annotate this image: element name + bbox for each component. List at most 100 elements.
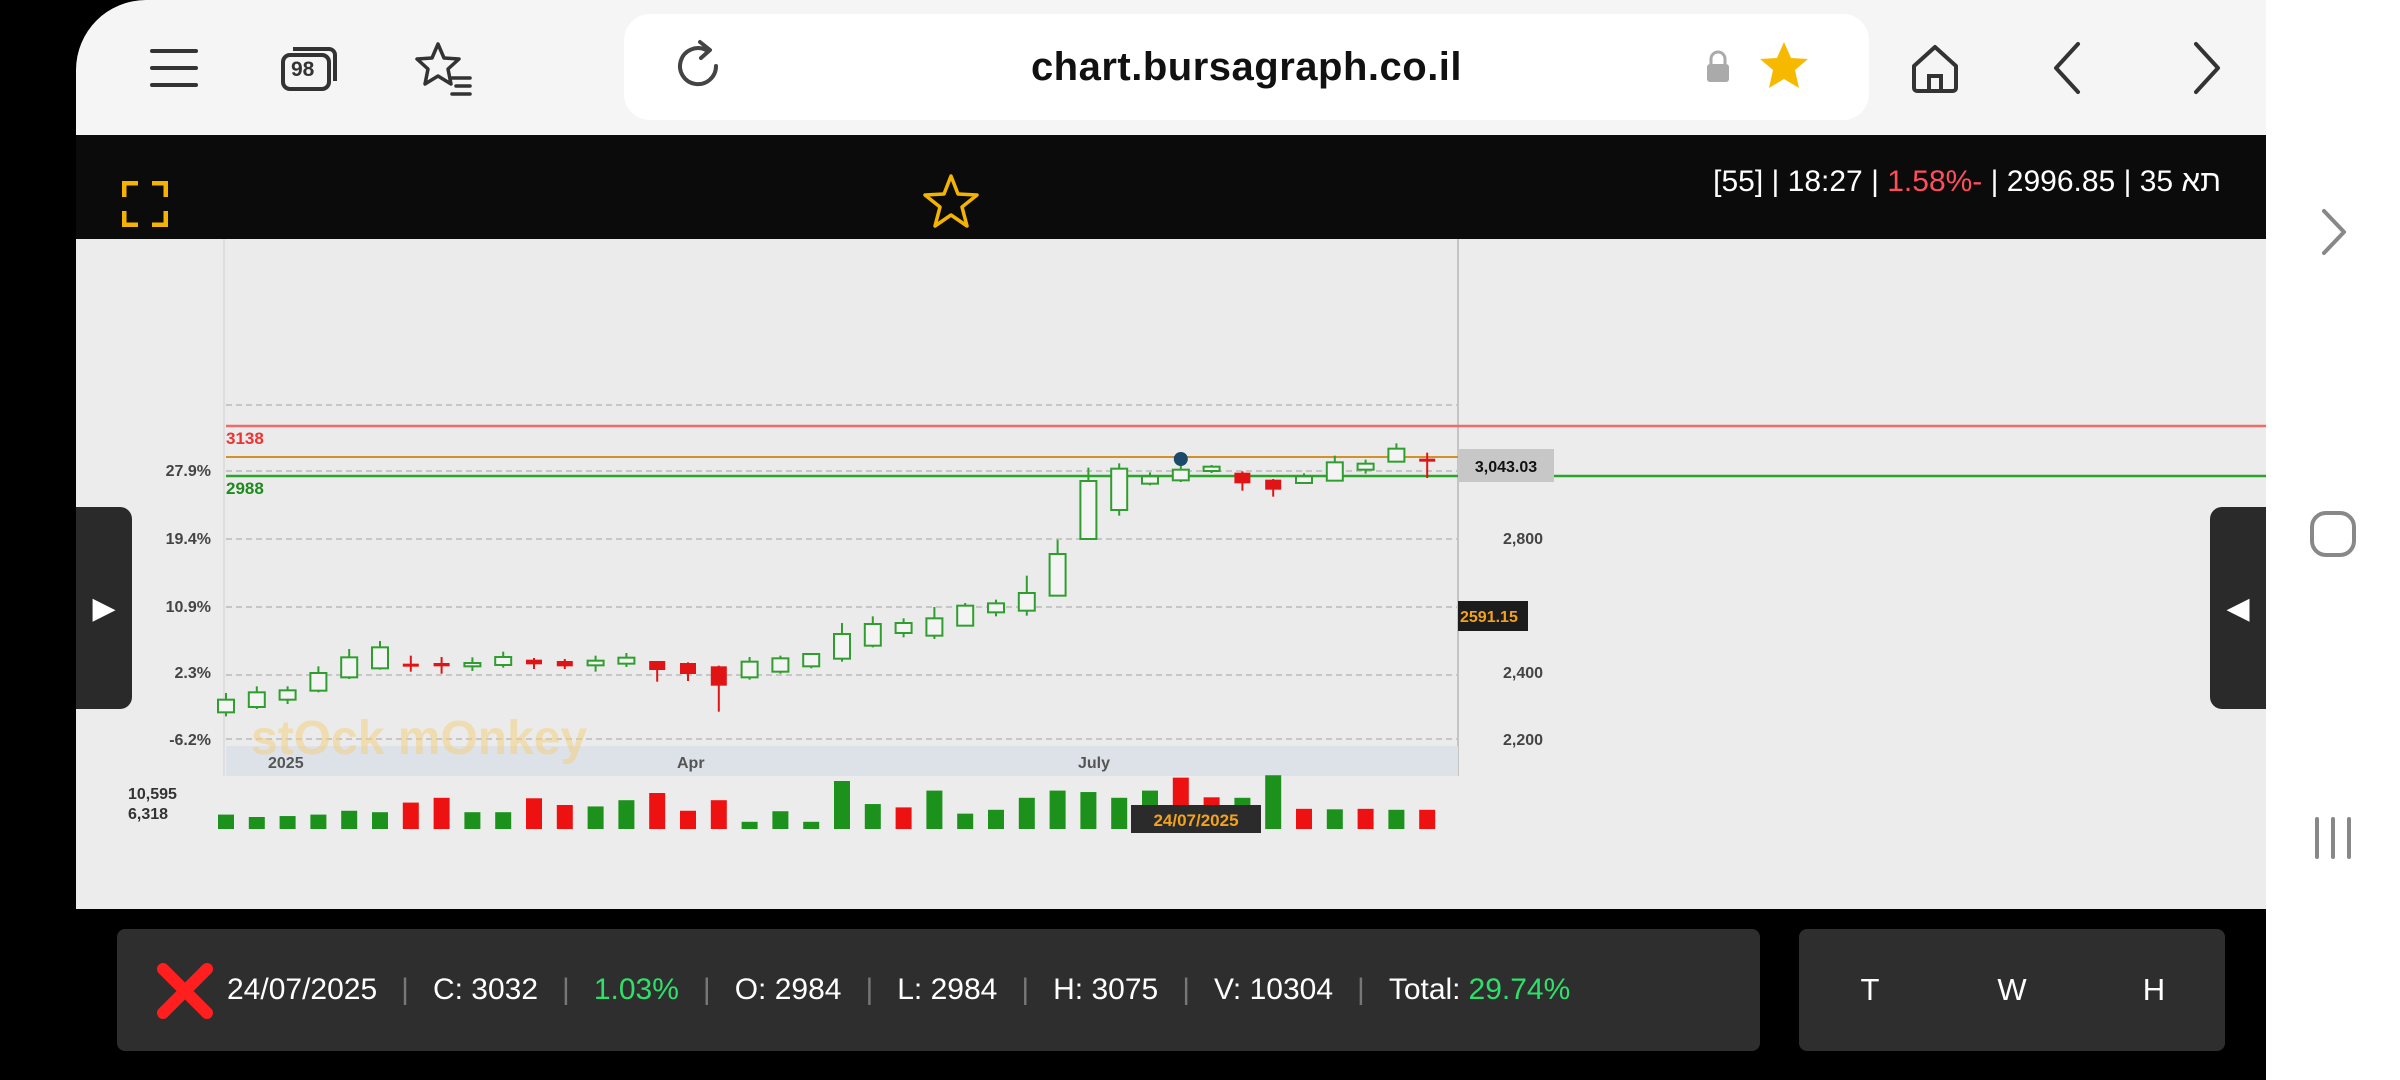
candle-body [802, 653, 821, 668]
volume-bar [433, 797, 450, 829]
candle [1171, 464, 1190, 482]
candle [402, 655, 419, 672]
price-chart[interactable]: 2025 Apr July 27.9% 19.4% 10.9% 2.3% -6.2% 2,800… [76, 239, 2266, 909]
index-ticker: [55] | 18:27 | 1.58%- | 2996.85 | תא 35 [1713, 165, 2221, 198]
home-icon[interactable] [1895, 30, 1975, 106]
candle-body [740, 660, 759, 679]
volume-bar [1326, 809, 1343, 829]
volume-bar [464, 812, 481, 829]
volume-bar [372, 812, 388, 829]
tabs-icon [281, 47, 337, 91]
candle-body [987, 602, 1005, 614]
chart-watermark: stOck mOnkey [251, 712, 587, 765]
candle-body [1202, 465, 1221, 473]
plot-background [224, 241, 1458, 746]
url-text[interactable]: chart.bursagraph.co.il [1030, 45, 1463, 89]
back-icon[interactable] [2028, 30, 2108, 106]
forward-icon[interactable] [2166, 30, 2246, 106]
period-selector: T W H [1799, 929, 2225, 1051]
bookmarks-star-list-icon[interactable] [404, 30, 484, 106]
browser-toolbar: 98 chart.bursagraph.co.il [76, 0, 2266, 135]
crosshair-marker [1173, 452, 1188, 466]
right-axis-label: 2,200 [1503, 732, 1543, 749]
bookmark-star-icon[interactable] [1744, 28, 1824, 104]
volume-bar [710, 800, 727, 829]
candle [894, 618, 913, 638]
candle-body [1141, 475, 1159, 485]
candle-body [680, 663, 696, 674]
candle [371, 641, 389, 670]
volume-bar [495, 812, 512, 829]
candle-body [586, 659, 605, 667]
candle [1048, 539, 1067, 597]
ticker-bracket: [55] [1713, 165, 1764, 198]
candle-body [340, 656, 359, 679]
volume-bar [834, 781, 850, 829]
menu-icon[interactable] [134, 30, 214, 106]
nav-recents-icon[interactable] [2266, 812, 2400, 864]
volume-bar [680, 810, 696, 829]
right-axis-label: 2,800 [1503, 531, 1543, 548]
left-axis-label: 2.3% [175, 665, 211, 682]
candle-body [1234, 472, 1251, 484]
chart-topbar: [55] | 18:27 | 1.58%- | 2996.85 | תא 35 [76, 135, 2266, 239]
address-bar[interactable]: chart.bursagraph.co.il [624, 14, 1869, 120]
favorite-star-icon[interactable] [921, 173, 981, 236]
candle [925, 607, 944, 639]
candle-body [247, 691, 266, 709]
candle-body [433, 663, 450, 667]
candle [1387, 443, 1406, 463]
volume-bar [1265, 775, 1282, 829]
candle-body [1387, 447, 1406, 463]
volume-bar [772, 811, 789, 829]
candle-body [1079, 480, 1098, 540]
candle [771, 655, 790, 674]
candle [586, 655, 605, 672]
candle-body [956, 604, 975, 627]
x-axis-label: Apr [677, 755, 705, 772]
left-axis-label: 27.9% [166, 463, 211, 480]
nav-forward-icon[interactable] [2266, 200, 2400, 264]
volume-max-label: 10,595 [128, 786, 177, 803]
ticker-time: 18:27 [1787, 165, 1863, 198]
volume-bar [587, 806, 604, 829]
candle [740, 657, 759, 680]
resistance-label: 3138 [226, 429, 264, 448]
candle [833, 623, 851, 662]
candle [1079, 467, 1098, 540]
chart-svg[interactable]: 2025 Apr July 27.9% 19.4% 10.9% 2.3% -6.2% 2,800… [76, 239, 2266, 909]
candle-info-panel: 24/07/2025 | C: 3032 | 1.03% | O: 2984 |… [117, 929, 1760, 1051]
candle [987, 599, 1005, 617]
candle-body [1419, 458, 1436, 462]
left-panel-toggle[interactable]: ▶ [76, 507, 132, 709]
reload-icon[interactable] [658, 28, 738, 104]
candle [680, 662, 696, 681]
candle [556, 659, 573, 669]
candle-body [863, 623, 882, 647]
candle-body [371, 646, 389, 670]
info-close: C: 3032 [432, 973, 539, 1006]
right-panel-toggle[interactable]: ◀ [2210, 507, 2266, 709]
volume-bar [864, 804, 881, 829]
candle [1017, 575, 1036, 616]
current-price-label: 3,043.03 [1475, 459, 1537, 476]
tab-count: 98 [291, 58, 315, 81]
period-button-t[interactable]: T [1860, 972, 1880, 1007]
fullscreen-icon[interactable] [121, 180, 169, 232]
volume-bar [526, 798, 542, 829]
candle [340, 649, 359, 679]
tabs-button[interactable]: 98 [269, 30, 349, 106]
candle-body [309, 672, 328, 692]
candle-body [526, 659, 542, 665]
candle [1419, 452, 1436, 478]
volume-bar [310, 814, 327, 829]
play-left-icon: ◀ [2226, 591, 2250, 625]
close-icon[interactable] [155, 961, 215, 1021]
support-label: 2988 [226, 479, 264, 498]
candle-body [402, 663, 419, 667]
period-button-w[interactable]: W [1997, 972, 2027, 1007]
nav-home-icon[interactable] [2266, 506, 2400, 562]
candle-body [1110, 467, 1129, 512]
period-button-h[interactable]: H [2142, 972, 2166, 1007]
